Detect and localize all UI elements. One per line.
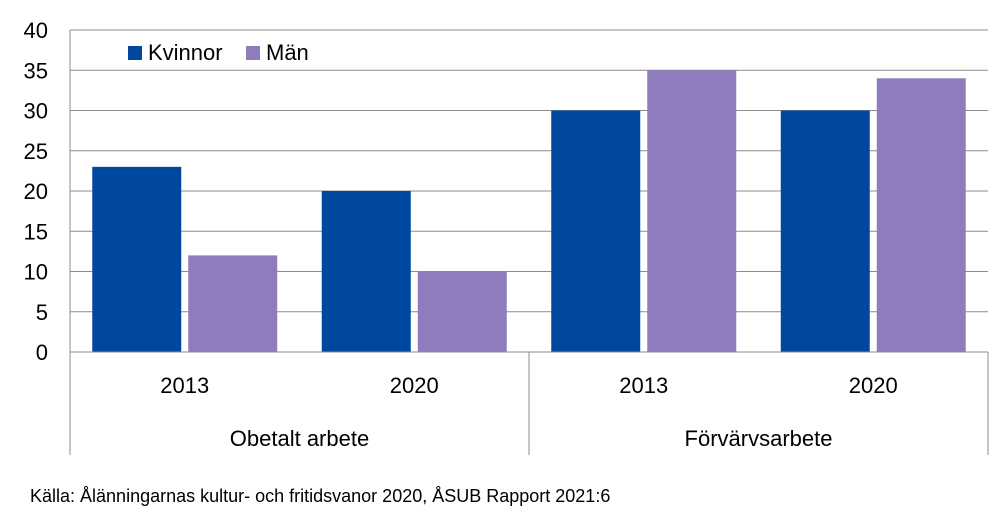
axis-labels: 0 5 10 15 20 25 30 35 40 2013 2020 2013 2020 Obetalt … [24, 18, 898, 451]
legend-label: Män [266, 40, 309, 65]
bar-kvinnor [92, 166, 182, 352]
group-label: Obetalt arbete [230, 426, 369, 451]
y-tick-label: 40 [24, 18, 48, 43]
bar-man [876, 78, 966, 353]
bar-man [647, 70, 737, 352]
bar-man [188, 255, 278, 352]
x-tick-label: 2013 [160, 373, 209, 398]
legend-swatch [128, 46, 142, 60]
bar-kvinnor [321, 191, 411, 352]
y-tick-label: 25 [24, 139, 48, 164]
legend: Kvinnor Män [128, 40, 309, 65]
y-tick-label: 15 [24, 219, 48, 244]
legend-swatch [246, 46, 260, 60]
x-tick-label: 2013 [619, 373, 668, 398]
y-tick-label: 0 [36, 340, 48, 365]
x-tick-label: 2020 [390, 373, 439, 398]
group-label: Förvärvsarbete [685, 426, 833, 451]
bars [92, 70, 966, 353]
y-tick-label: 5 [36, 300, 48, 325]
y-tick-label: 20 [24, 179, 48, 204]
legend-label: Kvinnor [148, 40, 223, 65]
y-tick-label: 30 [24, 99, 48, 124]
bar-kvinnor [780, 110, 870, 352]
axes [69, 30, 989, 455]
y-tick-label: 35 [24, 58, 48, 83]
source-note: Källa: Ålänningarnas kultur- och fritids… [30, 486, 611, 506]
x-tick-label: 2020 [849, 373, 898, 398]
bar-man [417, 271, 507, 352]
y-tick-label: 10 [24, 260, 48, 285]
bar-kvinnor [551, 110, 641, 352]
